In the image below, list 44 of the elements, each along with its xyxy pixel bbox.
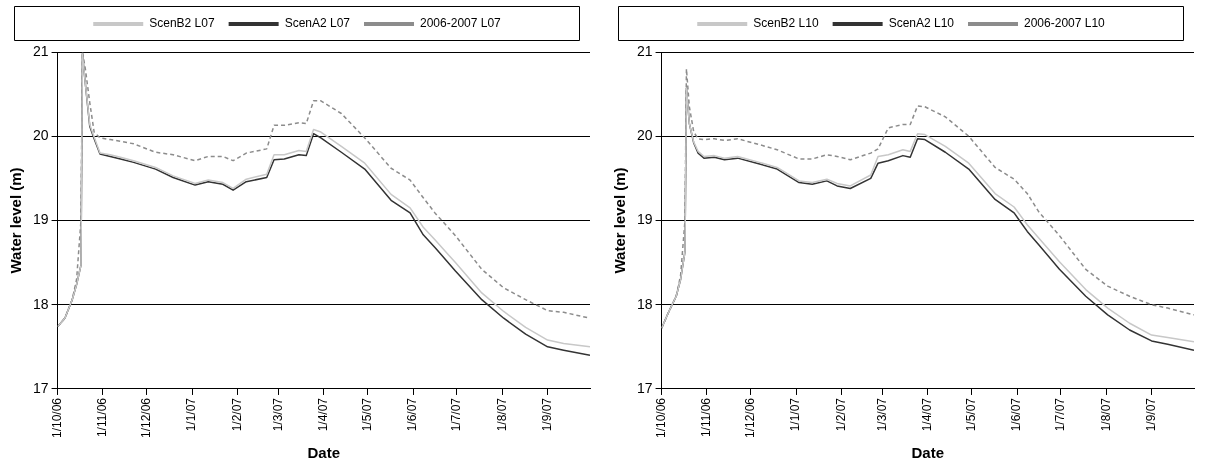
x-tick-label: 1/10/06: [653, 397, 668, 439]
y-axis-title: Water level (m): [611, 167, 629, 274]
legend-label: ScenA2 L07: [284, 16, 351, 31]
y-tick-label: 17: [32, 379, 49, 396]
x-tick-label: 1/11/06: [95, 397, 110, 438]
x-axis-title: Date: [911, 444, 945, 462]
x-tick-label: 1/8/07: [1098, 397, 1113, 432]
legend-label: 2006-2007 L07: [420, 16, 502, 31]
y-tick-label: 17: [636, 379, 653, 396]
x-tick-label: 1/11/06: [699, 397, 714, 438]
y-tick-label: 20: [636, 127, 653, 144]
x-tick-label: 1/3/07: [874, 397, 889, 432]
x-tick-label: 1/7/07: [449, 397, 464, 432]
y-tick-label: 19: [32, 211, 49, 228]
legend-label: ScenA2 L10: [888, 16, 955, 31]
legend-label: 2006-2007 L10: [1024, 16, 1106, 31]
x-tick-label: 1/4/07: [316, 397, 331, 432]
x-tick-label: 1/8/07: [494, 397, 509, 432]
x-tick-label: 1/1/07: [788, 397, 803, 432]
y-tick-label: 18: [32, 295, 49, 312]
x-axis-title: Date: [307, 444, 341, 462]
y-tick-label: 20: [32, 127, 49, 144]
x-tick-label: 1/12/06: [139, 397, 154, 439]
x-tick-label: 1/7/07: [1053, 397, 1068, 432]
x-tick-label: 1/10/06: [49, 397, 64, 439]
x-tick-label: 1/4/07: [920, 397, 935, 432]
legend-label: ScenB2 L10: [753, 16, 819, 31]
y-tick-label: 21: [32, 42, 49, 59]
y-axis-title: Water level (m): [7, 167, 25, 274]
x-tick-label: 1/6/07: [405, 397, 420, 432]
x-tick-label: 1/9/07: [1143, 397, 1158, 432]
x-tick-label: 1/12/06: [743, 397, 758, 439]
y-tick-label: 21: [636, 42, 653, 59]
x-tick-label: 1/2/07: [229, 397, 244, 432]
x-tick-label: 1/6/07: [1009, 397, 1024, 432]
x-tick-label: 1/3/07: [270, 397, 285, 432]
y-tick-label: 18: [636, 295, 653, 312]
x-tick-label: 1/5/07: [359, 397, 374, 432]
x-tick-label: 1/1/07: [184, 397, 199, 432]
x-tick-label: 1/9/07: [539, 397, 554, 432]
legend-label: ScenB2 L07: [149, 16, 215, 31]
y-tick-label: 19: [636, 211, 653, 228]
x-tick-label: 1/5/07: [963, 397, 978, 432]
x-tick-label: 1/2/07: [833, 397, 848, 432]
